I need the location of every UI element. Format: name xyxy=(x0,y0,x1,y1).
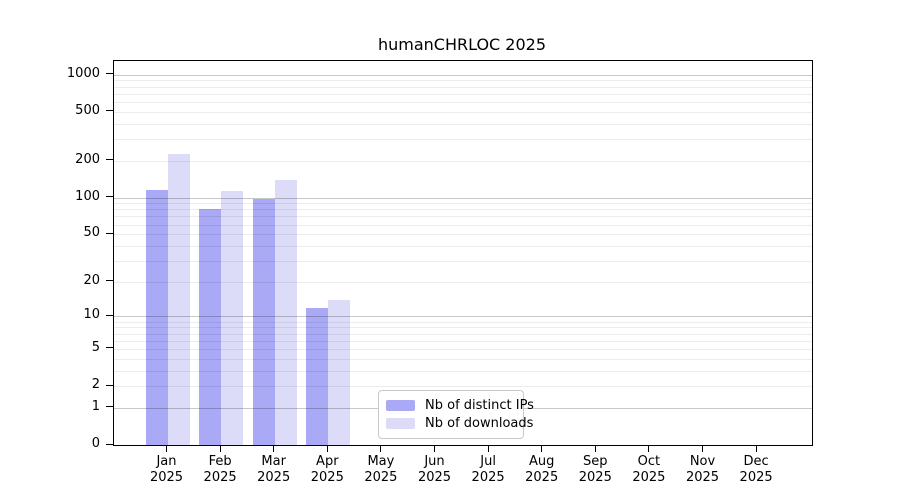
gridline-600 xyxy=(114,101,812,103)
y-tick-label-200: 200 xyxy=(75,151,100,167)
y-tick-label-10: 10 xyxy=(83,307,100,323)
x-tick-label-jun: Jun 2025 xyxy=(417,454,452,485)
x-tick-label-oct: Oct 2025 xyxy=(632,454,666,485)
y-tick-label-0: 0 xyxy=(91,436,100,451)
gridline-2 xyxy=(114,386,812,388)
x-tick-apr xyxy=(326,445,328,452)
x-tick-label-apr: Apr 2025 xyxy=(310,454,344,485)
gridline-7 xyxy=(114,333,812,335)
y-tick-2 xyxy=(106,384,113,386)
gridline-80 xyxy=(114,209,812,211)
legend-item-downloads: Nb of downloads xyxy=(386,414,533,432)
y-tick-100 xyxy=(106,196,113,198)
legend-swatch xyxy=(386,399,415,411)
gridline-1000 xyxy=(114,74,812,76)
gridline-400 xyxy=(114,123,812,125)
bar-mar-downloads xyxy=(274,179,297,445)
gridline-5 xyxy=(114,348,812,350)
y-tick-20 xyxy=(106,280,113,282)
x-tick-label-mar: Mar 2025 xyxy=(257,454,291,485)
gridline-700 xyxy=(114,93,812,95)
gridline-40 xyxy=(114,245,812,247)
x-tick-jan xyxy=(166,445,167,452)
bar-apr-distinct-ips xyxy=(306,307,329,445)
gridline-10 xyxy=(114,316,812,318)
gridline-6 xyxy=(114,340,812,342)
y-tick-50 xyxy=(106,232,113,234)
bar-feb-distinct-ips xyxy=(199,208,222,445)
x-tick-label-may: May 2025 xyxy=(364,454,398,485)
gridline-500 xyxy=(114,111,812,113)
gridline-300 xyxy=(114,139,812,141)
y-tick-label-50: 50 xyxy=(83,225,100,241)
y-tick-label-20: 20 xyxy=(83,272,100,288)
y-tick-label-1000: 1000 xyxy=(66,65,100,81)
x-tick-nov xyxy=(702,445,703,452)
x-tick-label-nov: Nov 2025 xyxy=(685,454,720,485)
gridline-900 xyxy=(114,80,812,82)
gridline-200 xyxy=(114,160,812,162)
plot-area xyxy=(113,60,813,446)
chart-title: humanCHRLOC 2025 xyxy=(377,35,547,54)
legend: Nb of distinct IPs Nb of downloads xyxy=(378,390,534,439)
gridline-800 xyxy=(114,86,812,88)
y-tick-label-5: 5 xyxy=(91,339,100,355)
legend-label: Nb of distinct IPs xyxy=(425,397,534,413)
gridline-20 xyxy=(114,281,812,283)
y-tick-1 xyxy=(106,406,113,408)
y-tick-5 xyxy=(106,347,113,349)
gridline-3 xyxy=(114,370,812,372)
legend-label: Nb of downloads xyxy=(425,415,534,431)
gridline-100 xyxy=(114,197,812,199)
bar-jan-distinct-ips xyxy=(145,190,168,445)
gridline-30 xyxy=(114,260,812,262)
x-tick-mar xyxy=(273,445,275,452)
gridline-4 xyxy=(114,358,812,360)
y-tick-200 xyxy=(106,159,113,161)
x-tick-aug xyxy=(541,445,543,452)
y-tick-label-2: 2 xyxy=(91,377,100,393)
y-tick-500 xyxy=(106,110,113,112)
y-tick-label-100: 100 xyxy=(75,188,100,204)
legend-swatch xyxy=(386,417,415,429)
y-tick-label-500: 500 xyxy=(75,102,100,118)
x-tick-jun xyxy=(434,445,435,452)
x-tick-label-sep: Sep 2025 xyxy=(578,454,612,485)
bar-feb-downloads xyxy=(221,190,244,445)
x-tick-label-aug: Aug 2025 xyxy=(525,454,559,485)
x-tick-feb xyxy=(219,445,221,452)
x-tick-sep xyxy=(594,445,596,452)
gridline-70 xyxy=(114,216,812,218)
gridline-90 xyxy=(114,203,812,205)
x-tick-may xyxy=(380,445,382,452)
bar-apr-downloads xyxy=(328,299,351,445)
bar-jan-downloads xyxy=(167,153,190,445)
y-tick-1000 xyxy=(106,73,113,75)
x-tick-label-jan: Jan 2025 xyxy=(149,454,184,485)
x-tick-label-dec: Dec 2025 xyxy=(739,454,773,485)
x-tick-label-jul: Jul 2025 xyxy=(471,454,505,485)
x-tick-dec xyxy=(755,445,757,452)
gridline-60 xyxy=(114,224,812,226)
gridline-9 xyxy=(114,321,812,323)
x-tick-label-feb: Feb 2025 xyxy=(203,454,237,485)
y-tick-0 xyxy=(106,443,113,445)
gridline-8 xyxy=(114,327,812,329)
y-tick-label-1: 1 xyxy=(91,398,100,414)
legend-item-distinct-ips: Nb of distinct IPs xyxy=(386,396,534,414)
y-tick-10 xyxy=(106,314,113,316)
x-tick-oct xyxy=(648,445,650,452)
x-tick-jul xyxy=(487,445,489,452)
bar-mar-distinct-ips xyxy=(252,199,275,445)
gridline-50 xyxy=(114,234,812,236)
